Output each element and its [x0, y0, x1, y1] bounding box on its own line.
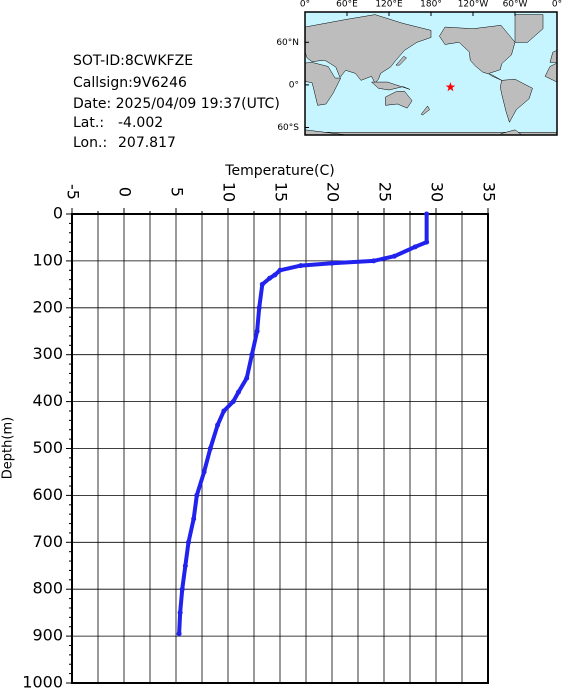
map-y-tick-label: 0° [289, 80, 299, 90]
profile-point [244, 375, 250, 381]
lat-value: -4.002 [118, 115, 163, 131]
x-tick-label: 15 [272, 182, 291, 202]
sot-id: SOT-ID:8CWKFZE [73, 53, 193, 69]
profile-point [221, 408, 227, 414]
lat-label: Lat.: [73, 115, 104, 131]
x-tick-label: 30 [428, 182, 447, 202]
profile-point [256, 305, 262, 311]
x-tick-label: 5 [168, 187, 187, 197]
x-tick-label: 10 [220, 182, 239, 202]
y-tick-label: 300 [32, 344, 63, 363]
y-tick-label: 600 [32, 485, 63, 504]
profile-point [249, 352, 255, 358]
profile-point [424, 211, 430, 217]
profile-point [201, 469, 207, 475]
x-tick-label: 0 [116, 187, 135, 197]
profile-point [371, 258, 377, 264]
map-x-tick-label: 0° [552, 0, 562, 10]
map-x-tick-label: 0° [300, 0, 310, 10]
profile-point [194, 492, 200, 498]
y-tick-label: 800 [32, 579, 63, 598]
map-y-tick-label: 60°S [277, 123, 299, 133]
lon-value: 207.817 [118, 135, 176, 151]
callsign: Callsign:9V6246 [73, 75, 187, 91]
map-land [304, 14, 432, 84]
map-x-tick-label: 60°W [503, 0, 528, 10]
map-land [385, 90, 413, 109]
profile-point [182, 563, 188, 569]
plot-frame [71, 213, 489, 684]
location-marker [445, 82, 456, 92]
map-x-tick-label: 120°E [375, 0, 403, 10]
map-land [439, 25, 516, 81]
profile-point [185, 539, 191, 545]
map-land [514, 14, 544, 43]
profile-point [230, 399, 236, 405]
profile-point [391, 253, 397, 259]
profile-point [267, 275, 273, 281]
y-tick-label: 400 [32, 391, 63, 410]
profile-point [412, 244, 418, 250]
x-axis-label: Temperature(C) [224, 163, 334, 179]
y-tick-label: 900 [32, 626, 63, 645]
y-axis-label: Depth(m) [1, 417, 16, 479]
date: Date: 2025/04/09 19:37(UTC) [73, 96, 280, 112]
profile-point [329, 260, 335, 266]
y-tick-label: 200 [32, 297, 63, 316]
map-land [370, 81, 411, 91]
map-x-tick-label: 120°W [458, 0, 489, 10]
y-tick-label: 0 [53, 204, 63, 223]
profile-point [298, 263, 304, 269]
map-land [304, 62, 342, 106]
map-y-tick-label: 60°N [276, 38, 299, 48]
profile-point [179, 586, 185, 592]
y-tick-label: 100 [32, 250, 63, 269]
profile-point [177, 610, 183, 616]
profile-point [176, 631, 182, 637]
profile-line [177, 214, 429, 634]
profile-point [191, 516, 197, 522]
x-tick-label: 35 [480, 182, 499, 202]
profile-point [215, 422, 221, 428]
x-tick-label: 20 [324, 182, 343, 202]
x-tick-label: -5 [64, 184, 83, 200]
profile-point [277, 267, 283, 273]
profile-point [207, 446, 213, 451]
y-tick-label: 700 [32, 532, 63, 551]
profile-point [424, 239, 430, 245]
map-land [395, 56, 407, 66]
x-tick-label: 25 [376, 182, 395, 202]
map-land [420, 105, 430, 116]
profile-point [272, 272, 278, 278]
y-tick-label: 500 [32, 438, 63, 457]
lon-label: Lon.: [73, 135, 107, 151]
map-x-tick-label: 180° [420, 0, 442, 10]
profile-point [235, 389, 241, 395]
profile-point [259, 281, 265, 287]
map-x-tick-label: 60°E [336, 0, 358, 10]
y-tick-label: 1000 [22, 673, 63, 690]
profile-point [254, 328, 260, 334]
map-land [500, 78, 533, 123]
